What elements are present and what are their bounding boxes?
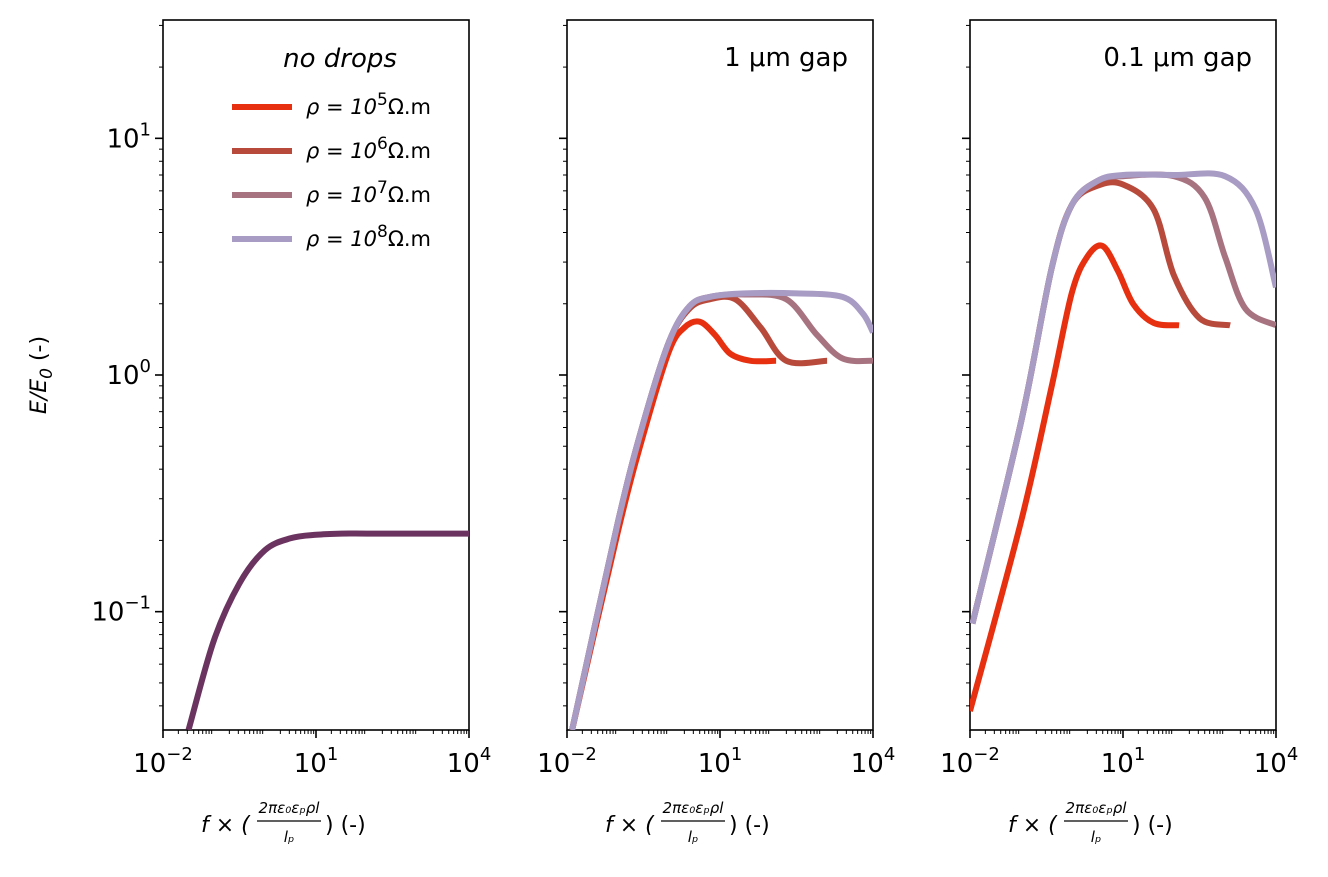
panel-3-x-tick-label-3: 104: [1254, 744, 1299, 779]
legend-entry-2: ρ = 106Ω.m: [232, 134, 431, 163]
panel-3-frame: [969, 19, 1277, 731]
y-tick-label-3: 10−1: [91, 593, 151, 628]
legend-label-2: ρ = 106Ω.m: [306, 134, 431, 163]
panel-2-series-line-2: [569, 293, 828, 730]
x-axis-label-2-denominator: lₚ: [688, 828, 699, 846]
x-axis-label-2-numerator: 2πε₀εₚρl: [663, 799, 725, 817]
y-tick-label-1: 101: [106, 119, 151, 154]
legend-label-4: ρ = 108Ω.m: [306, 222, 431, 251]
panel-2-x-tick-label-2: 101: [698, 744, 743, 779]
panel-2-series-line-4: [569, 289, 873, 730]
panel-3-axes: 10−2 101 104: [940, 24, 1299, 779]
panel-3-series-line-4: [970, 170, 1276, 625]
y-axis-label-suffix: (-): [27, 336, 52, 368]
panel-3-series-line-1: [970, 242, 1180, 712]
panel-2: [566, 19, 874, 731]
y-axis-label-sub: 0: [37, 368, 57, 379]
panel-1-x-tick-label-2: 101: [294, 744, 339, 779]
panel-1-series-line-1: [185, 530, 469, 730]
panel-2-frame: [566, 19, 874, 731]
legend-entry-4: ρ = 108Ω.m: [232, 222, 431, 251]
x-axis-label-3-denominator: lₚ: [1091, 828, 1102, 846]
x-axis-label-1-prefix: f × (: [201, 813, 251, 838]
ticks-layer: 10−2 101 104 101 100 10−1 10−2 101 104 10−2 101…: [91, 24, 1299, 779]
panel-1: [162, 19, 470, 731]
x-axis-label-1-numerator: 2πε₀εₚρl: [259, 799, 321, 817]
x-axis-label-3-suffix: ) (-): [1132, 813, 1173, 838]
panel-2-axes: 10−2 101 104: [537, 24, 896, 779]
legend-entry-1: ρ = 105Ω.m: [232, 90, 431, 119]
legend: no drops ρ = 105Ω.m ρ = 106Ω.m ρ = 107Ω.…: [232, 44, 431, 251]
panel-1-x-tick-label-3: 104: [447, 744, 492, 779]
panel-3-annotation: 0.1 μm gap: [1103, 43, 1252, 73]
panel-2-x-tick-label-1: 10−2: [537, 744, 597, 779]
x-axis-label-3: f × ( 2πε₀εₚρl lₚ ) (-): [1008, 799, 1173, 846]
x-axis-label-1: f × ( 2πε₀εₚρl lₚ ) (-): [201, 799, 366, 846]
legend-label-3: ρ = 107Ω.m: [306, 178, 431, 207]
panel-1-axes: 10−2 101 104 101 100 10−1: [91, 24, 492, 779]
panel-3-x-tick-label-2: 101: [1101, 744, 1146, 779]
panel-1-x-tick-label-1: 10−2: [133, 744, 193, 779]
x-axis-label-2-prefix: f × (: [605, 813, 655, 838]
y-tick-label-2: 100: [106, 356, 151, 391]
series-layer: [185, 170, 1276, 730]
panel-1-frame: [162, 19, 470, 731]
panel-3-x-tick-label-1: 10−2: [940, 744, 1000, 779]
y-axis-label-main: E/E: [27, 379, 52, 414]
legend-title: no drops: [283, 44, 397, 74]
panel-3-series-line-3: [970, 171, 1276, 625]
x-axis-label-3-numerator: 2πε₀εₚρl: [1066, 799, 1128, 817]
legend-label-1: ρ = 105Ω.m: [306, 90, 431, 119]
panel-2-annotation: 1 μm gap: [724, 43, 848, 73]
panel-2-series: [569, 289, 873, 730]
x-axis-label-2: f × ( 2πε₀εₚρl lₚ ) (-): [605, 799, 770, 846]
x-axis-label-1-suffix: ) (-): [325, 813, 366, 838]
panel-1-series: [185, 530, 469, 730]
panel-2-series-line-1: [569, 318, 777, 730]
x-axis-label-2-suffix: ) (-): [729, 813, 770, 838]
legend-entry-3: ρ = 107Ω.m: [232, 178, 431, 207]
y-axis-label: E/E0 (-): [27, 336, 57, 414]
x-axis-label-1-denominator: lₚ: [284, 828, 295, 846]
panel-3: [969, 19, 1277, 731]
panel-3-series: [970, 170, 1276, 712]
x-axis-label-3-prefix: f × (: [1008, 813, 1058, 838]
panel-2-x-tick-label-3: 104: [851, 744, 896, 779]
